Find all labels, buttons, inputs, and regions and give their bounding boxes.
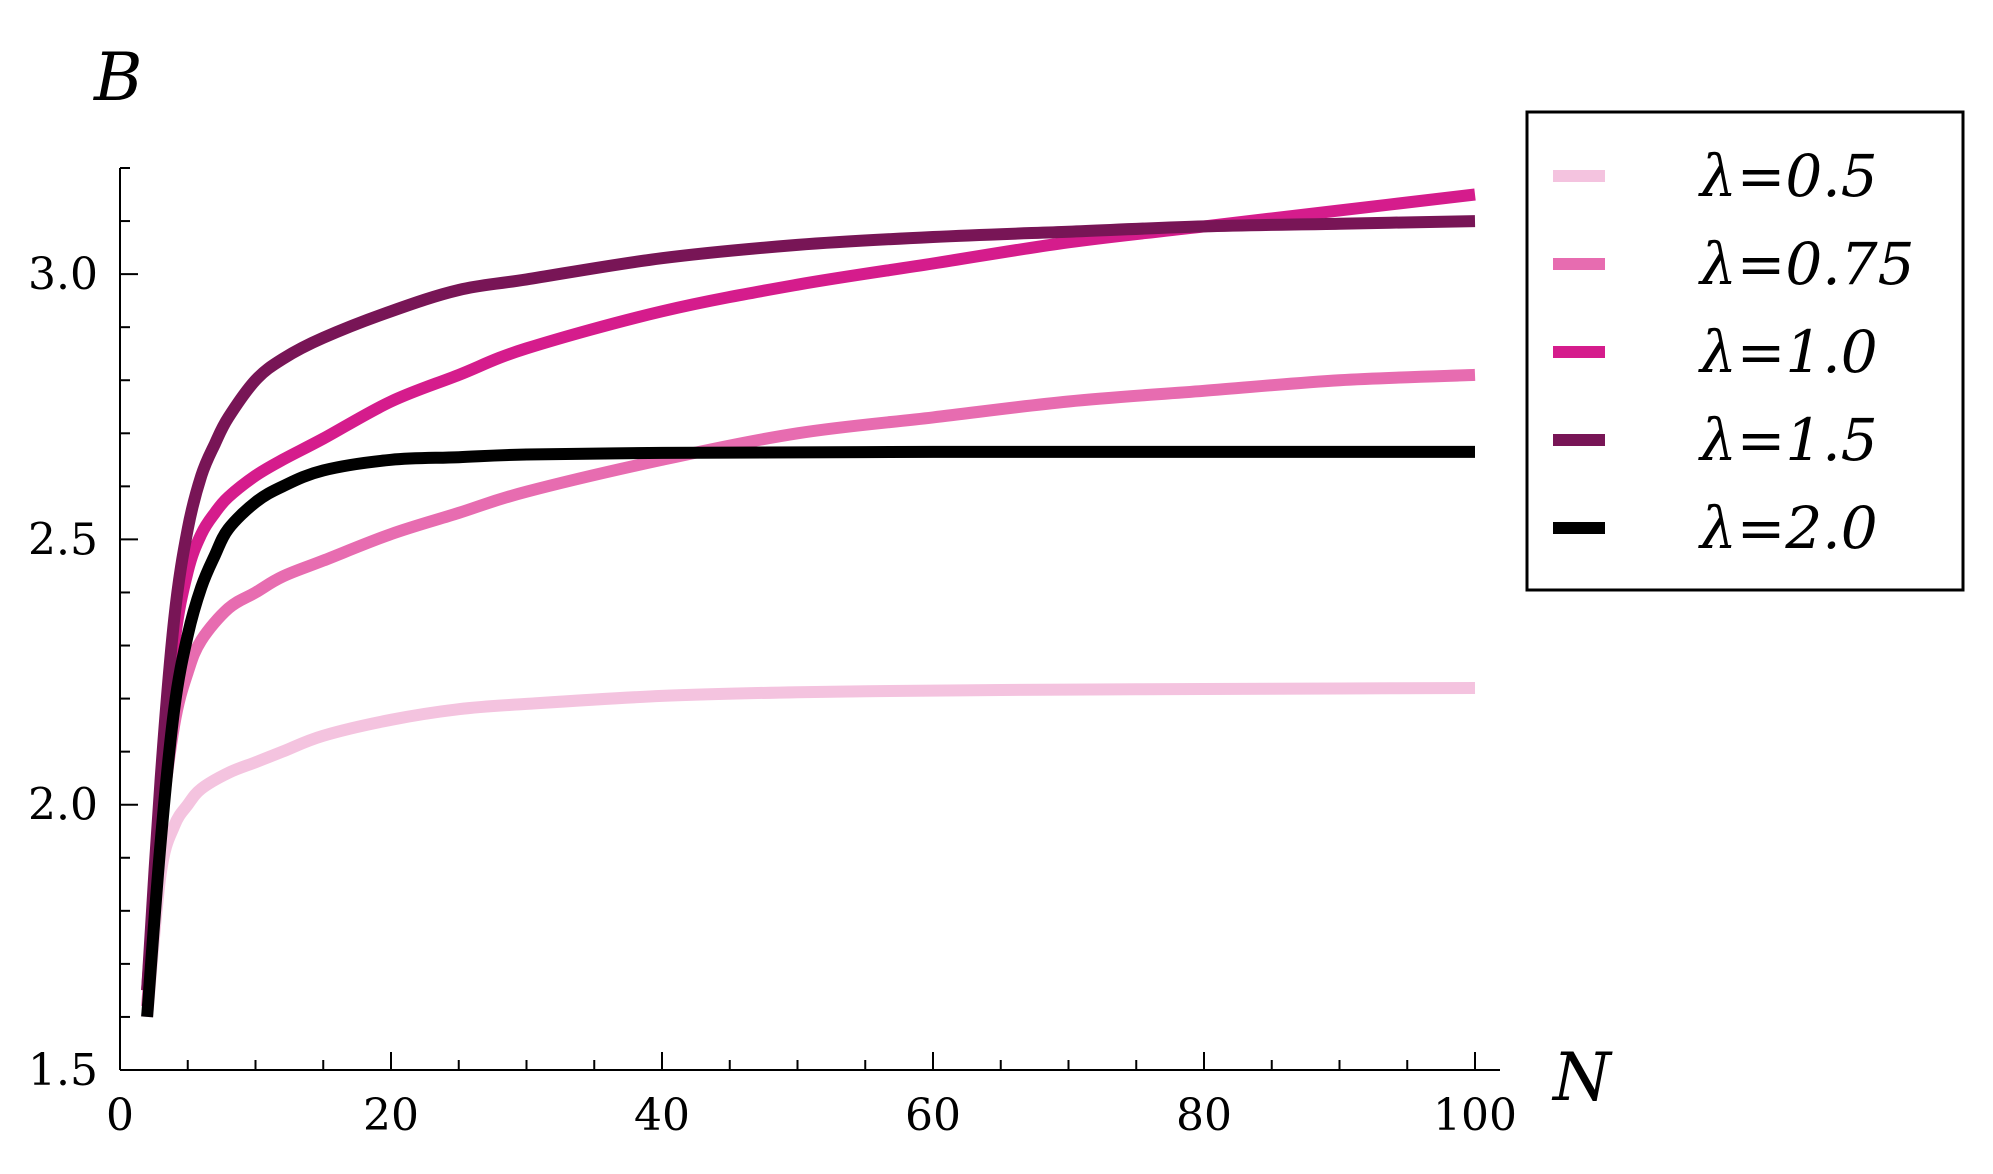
x-tick-label: 20 [363,1090,419,1141]
series-line-2 [141,188,1476,991]
y-tick-label: 1.5 [28,1045,98,1096]
legend-label: λ=2.0 [1698,494,1878,562]
series-line-0 [141,682,1476,1018]
legend: λ=0.5 λ=0.75 λ=1.0 λ=1.5 λ=2.0 [1525,110,1965,592]
x-tick-label: 80 [1176,1090,1232,1141]
y-axis-title: B [93,39,143,116]
legend-label: λ=0.5 [1698,142,1878,210]
legend-label: λ=0.75 [1698,230,1915,298]
series-line-1 [141,368,1476,1007]
series-line-4 [141,445,1475,1018]
plot-area [141,188,1476,1018]
x-tick-label: 0 [106,1090,134,1141]
y-tick-label: 2.5 [28,514,98,565]
legend-label: λ=1.5 [1698,406,1878,474]
x-tick-label: 100 [1433,1090,1517,1141]
y-tick-label: 2.0 [28,780,98,831]
x-tick-label: 40 [634,1090,690,1141]
legend-label: λ=1.0 [1698,318,1878,386]
x-tick-label: 60 [905,1090,961,1141]
x-axis-title: N [1551,1039,1613,1116]
series-line-3 [141,215,1476,991]
y-tick-label: 3.0 [28,249,98,300]
axes: 0 20 40 60 80 100 1.5 2.0 2.5 3.0 [28,167,1517,1141]
